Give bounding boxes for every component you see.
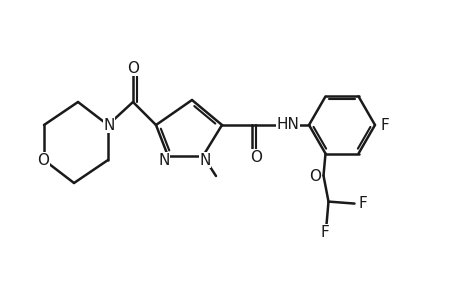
Text: N: N [103,118,114,133]
Text: O: O [309,169,321,184]
Text: N: N [199,152,210,167]
Text: O: O [127,61,139,76]
Text: O: O [249,149,262,164]
Text: F: F [380,118,388,133]
Text: N: N [158,152,169,167]
Text: O: O [37,152,49,167]
Text: F: F [319,225,328,240]
Text: HN: HN [276,116,299,131]
Text: F: F [358,196,366,211]
